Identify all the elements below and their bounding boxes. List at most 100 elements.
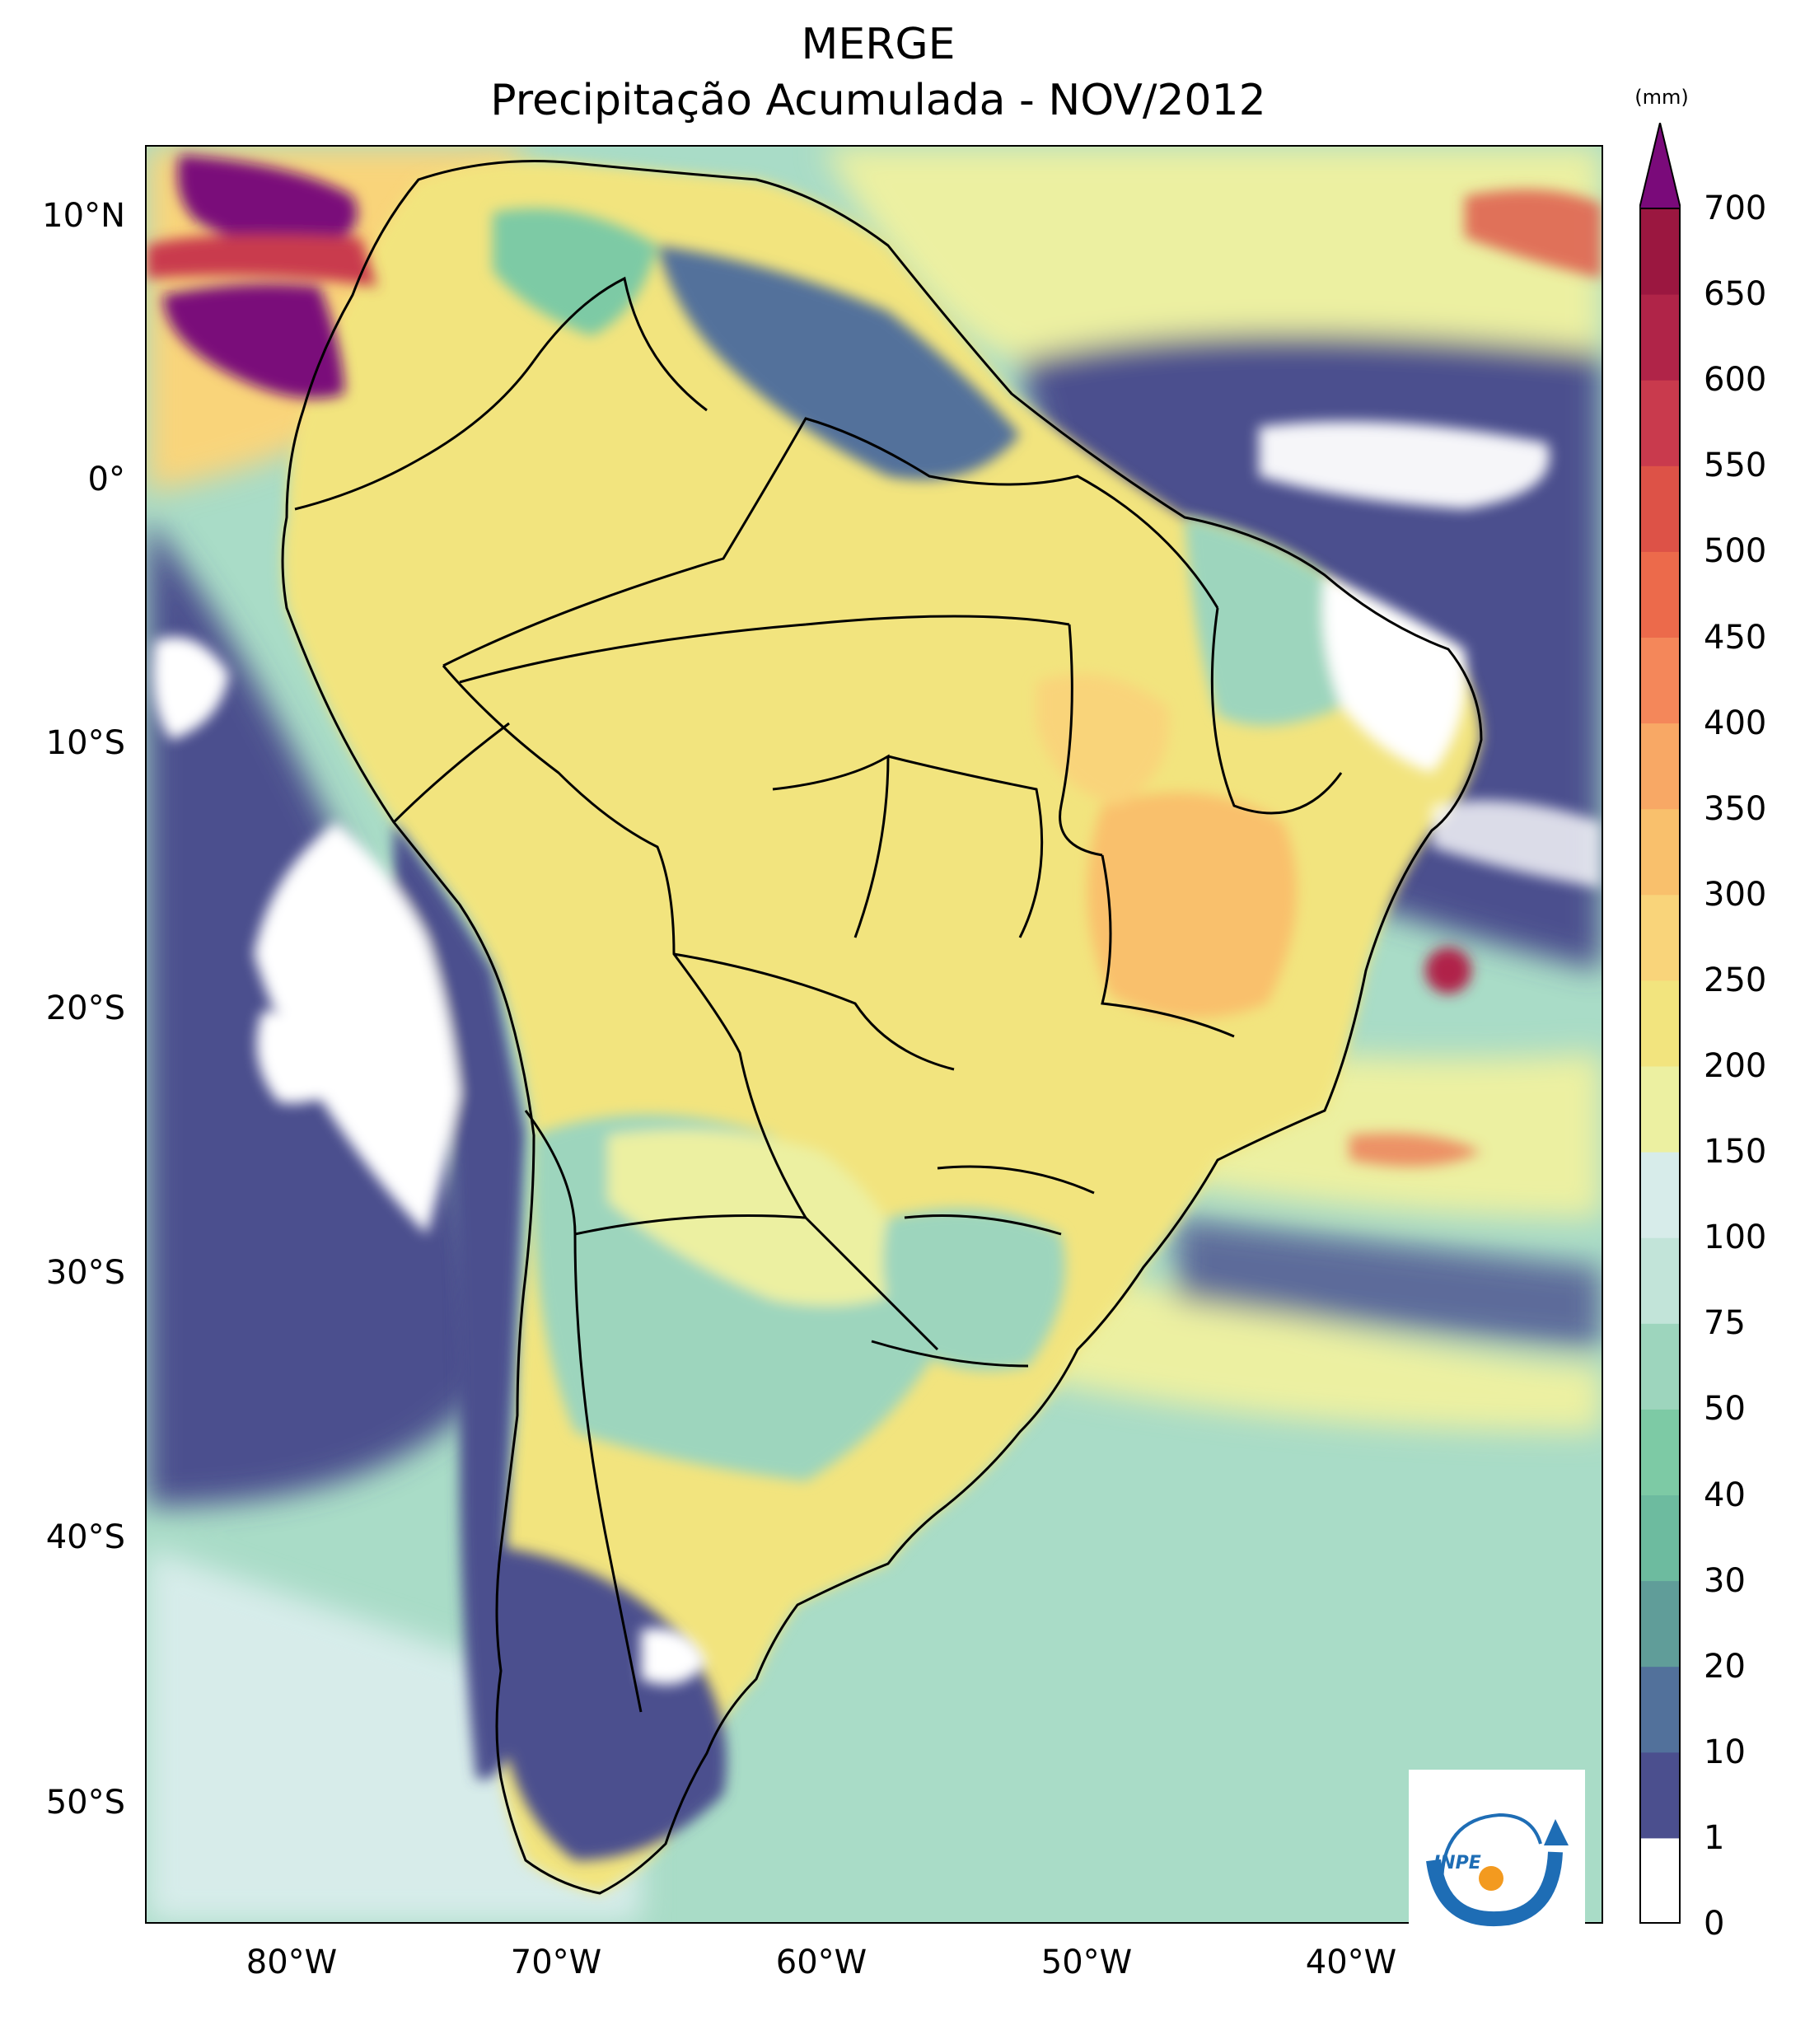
colorbar-bin: [1639, 1237, 1681, 1324]
precip-region-northeast-dry: [1322, 575, 1466, 773]
colorbar-tick-label: 550: [1704, 447, 1767, 485]
map-svg: [147, 147, 1602, 1922]
logo-dot-icon: [1479, 1866, 1503, 1891]
lat-tick-label: 40°S: [45, 1518, 125, 1556]
colorbar-bin: [1639, 637, 1681, 724]
border-paraguay: [673, 952, 955, 1071]
lat-tick-label: 20°S: [45, 989, 125, 1027]
border-argentina-north: [574, 1214, 807, 1236]
colorbar-bin: [1639, 1752, 1681, 1839]
political-borders: [281, 160, 1483, 1895]
colorbar-tick-label: 300: [1704, 875, 1767, 914]
border-state-santa-catarina: [904, 1214, 1062, 1236]
colorbar-bin: [1639, 894, 1681, 981]
lat-tick-label: 0°: [87, 461, 125, 498]
precip-region-equatorial-dry: [1259, 421, 1550, 509]
precip-region-colombia-red: [147, 234, 377, 287]
precip-region-pampas: [608, 1130, 921, 1306]
colorbar-tick-label: 150: [1704, 1133, 1767, 1172]
colorbar-tick-label: 400: [1704, 704, 1767, 742]
colorbar-tick-label: 0: [1704, 1905, 1725, 1943]
precip-region-colombia-pacific-max: [163, 283, 344, 399]
colorbar-extend-arrow: [1639, 123, 1681, 209]
border-state-para: [805, 615, 1070, 626]
colorbar-bin: [1639, 1494, 1681, 1582]
precip-region-northeast-semiarid: [1185, 517, 1341, 726]
colorbar-tick-label: 200: [1704, 1047, 1767, 1085]
colorbar-tick-label: 30: [1704, 1561, 1746, 1600]
lon-tick-label: 50°W: [1040, 1943, 1133, 1981]
coastline: [281, 160, 1483, 1895]
colorbar-tick-label: 250: [1704, 961, 1767, 999]
colorbar-tick-label: 500: [1704, 532, 1767, 571]
colorbar-bin: [1639, 551, 1681, 638]
precip-region-patagonia: [501, 1547, 727, 1860]
colorbar-tick-label: 50: [1704, 1390, 1746, 1429]
colorbar-tick-label: 40: [1704, 1476, 1746, 1514]
logo-arc-icon: [1440, 1812, 1542, 1886]
colorbar-tick-label: 450: [1704, 618, 1767, 657]
colorbar-bin: [1639, 723, 1681, 810]
border-ecuador-colombia: [294, 360, 535, 511]
colorbar-bin: [1639, 1323, 1681, 1410]
lat-tick-label: 30°S: [45, 1254, 125, 1292]
precip-region-pacific-white1: [152, 637, 229, 740]
precip-region-minas-gerais: [1087, 793, 1297, 1018]
precip-region-goias: [1036, 674, 1170, 806]
precip-region-atlantic-red: [1465, 189, 1602, 278]
precip-region-atacama-dry: [254, 822, 460, 1234]
border-state-mato-grosso: [772, 754, 890, 938]
precip-region-atlantic-orange: [1349, 1133, 1481, 1167]
precip-region-atlantic-dry-patch: [1432, 800, 1602, 888]
colorbar-tick-label: 75: [1704, 1304, 1746, 1343]
colorbar-tick-label: 350: [1704, 789, 1767, 828]
colorbar-bin: [1639, 1580, 1681, 1667]
lon-tick-label: 70°W: [510, 1943, 602, 1981]
colorbar-bin: [1639, 208, 1681, 295]
border-state-rio-grande-do-sul: [871, 1340, 1029, 1368]
colorbar: [1639, 123, 1681, 1924]
lon-tick-label: 80°W: [245, 1943, 338, 1981]
logo-swoosh-icon: [1426, 1851, 1563, 1927]
inpe-logo: INPE: [1409, 1770, 1585, 1941]
colorbar-bin: [1639, 1837, 1681, 1924]
border-chile-argentina: [524, 1110, 643, 1713]
lat-tick-label: 10°S: [45, 724, 125, 762]
border-brazil-north: [442, 417, 1219, 667]
logo-text: INPE: [1433, 1853, 1481, 1873]
colorbar-tick-label: 1: [1704, 1818, 1725, 1857]
precip-region-caribbean-max: [177, 155, 358, 247]
border-state-parana: [937, 1165, 1095, 1195]
colorbar-bin: [1639, 1066, 1681, 1153]
precip-region-north-atlantic: [822, 147, 1602, 361]
chart-title-line2: Precipitação Acumulada - NOV/2012: [490, 76, 1266, 125]
precip-region-andes-dry: [394, 822, 526, 1780]
lon-tick-label: 40°W: [1305, 1943, 1397, 1981]
precip-region-pacific-white2: [256, 1010, 361, 1104]
colorbar-tick-label: 10: [1704, 1733, 1746, 1771]
colorbar-bin: [1639, 380, 1681, 466]
colorbar-tick-label: 100: [1704, 1218, 1767, 1257]
lat-tick-label: 10°N: [42, 197, 125, 235]
colorbar-bin: [1639, 1666, 1681, 1753]
border-state-tocantins: [1059, 624, 1103, 857]
colorbar-bin: [1639, 294, 1681, 381]
border-brazil-west: [442, 665, 939, 1351]
precip-region-south-brazil: [882, 1208, 1065, 1371]
border-state-minas: [1101, 854, 1235, 1038]
colorbar-border: [1639, 208, 1681, 1924]
precip-region-guianas: [657, 246, 1020, 480]
precip-region-atlantic-max: [1425, 947, 1471, 994]
colorbar-bin: [1639, 465, 1681, 552]
colorbar-bin: [1639, 1409, 1681, 1495]
border-state-bahia: [1210, 607, 1343, 815]
colorbar-bin: [1639, 1152, 1681, 1238]
precip-region-patagonia-white: [641, 1628, 707, 1685]
colorbar-bin: [1639, 980, 1681, 1067]
precip-region-venezuela: [493, 208, 657, 336]
border-state-goias: [887, 755, 1044, 938]
colorbar-bin: [1639, 808, 1681, 896]
colorbar-tick-label: 20: [1704, 1647, 1746, 1686]
chart-title-line1: MERGE: [801, 20, 956, 69]
lon-tick-label: 60°W: [775, 1943, 867, 1981]
